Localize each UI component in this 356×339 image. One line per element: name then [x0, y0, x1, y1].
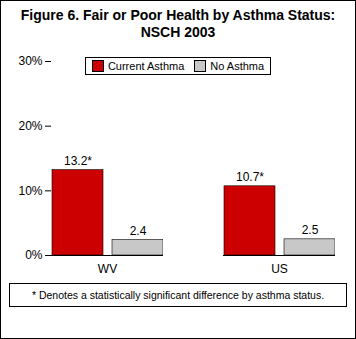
svg-text:US: US — [271, 262, 288, 276]
svg-text:2.5: 2.5 — [302, 223, 319, 237]
html-text:* Denotes a statistically sign: * Denotes a statistically significant di… — [31, 289, 325, 301]
html-text:Current Asthma: Current Asthma — [107, 60, 185, 72]
svg-text:30%: 30% — [18, 54, 42, 68]
html-text:Figure 6. Fair or Poor Health: Figure 6. Fair or Poor Health by Asthma … — [20, 7, 336, 40]
svg-text:20%: 20% — [18, 119, 42, 133]
svg-text:2.4: 2.4 — [130, 224, 147, 238]
svg-text:WV: WV — [98, 262, 117, 276]
svg-text:13.2*: 13.2* — [64, 154, 92, 168]
svg-text:0%: 0% — [25, 248, 43, 262]
svg-text:10%: 10% — [18, 184, 42, 198]
svg-text:10.7*: 10.7* — [236, 170, 264, 184]
html-text:No Asthma: No Asthma — [210, 60, 265, 72]
